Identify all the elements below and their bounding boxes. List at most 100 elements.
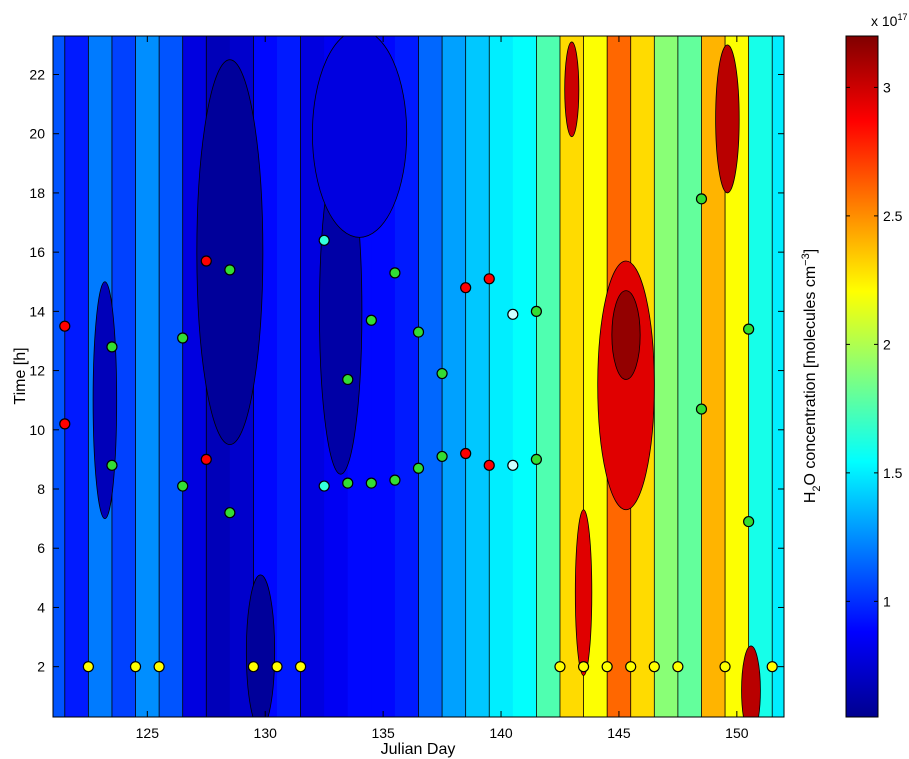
data-point [743, 323, 755, 335]
data-point [530, 453, 543, 466]
data-point [507, 308, 519, 320]
y-tick-label: 20 [29, 126, 45, 142]
contour-band [53, 36, 66, 717]
data-point [82, 661, 94, 673]
contour-band [677, 36, 703, 717]
data-point [389, 474, 401, 486]
data-point [200, 255, 212, 267]
data-point [224, 264, 236, 276]
data-point [719, 661, 731, 673]
contour-region [574, 509, 593, 676]
x-tick-label: 150 [725, 725, 749, 741]
x-tick-label: 140 [489, 725, 513, 741]
data-point [695, 403, 708, 415]
data-point [224, 507, 236, 519]
contour-region [597, 260, 655, 511]
colorbar-label: H2O concentration [molecules cm−3] [800, 249, 823, 503]
contour-region [741, 645, 761, 717]
y-tick-label: 14 [29, 303, 45, 319]
contour-band [748, 36, 773, 717]
data-point [507, 459, 519, 471]
contour-band [536, 36, 561, 717]
contour-region [715, 44, 740, 194]
contour-region [245, 574, 276, 717]
y-tick-label: 16 [29, 244, 45, 260]
data-point [601, 661, 613, 673]
data-point [460, 282, 472, 294]
data-point [766, 661, 778, 673]
data-point [318, 480, 330, 492]
contour-band [277, 36, 302, 717]
colorbar-tick-label: 1 [883, 593, 891, 609]
contour-region [92, 281, 118, 520]
y-tick-label: 10 [29, 422, 45, 438]
contour-band [465, 36, 490, 717]
data-point [365, 314, 377, 326]
x-axis: 125 130 135 140 145 150 [136, 36, 749, 741]
data-point [436, 367, 448, 380]
y-tick-label: 12 [29, 363, 45, 379]
data-point [577, 661, 590, 673]
data-point [412, 462, 425, 474]
plot-area [52, 35, 785, 718]
y-axis-label: Time [h] [12, 347, 29, 404]
y-tick-label: 22 [29, 66, 45, 82]
y-axis: 2 4 6 8 10 12 14 16 18 20 22 [29, 66, 784, 675]
data-point [294, 661, 307, 673]
colorbar-exponent: x 1017 [871, 12, 907, 29]
contour-band [512, 36, 538, 717]
y-tick-label: 6 [37, 540, 45, 556]
colorbar-gradient [845, 35, 879, 718]
data-point [436, 450, 448, 463]
contour-band [64, 36, 89, 717]
data-point [200, 453, 212, 466]
data-point [153, 661, 165, 673]
x-tick-label: 125 [136, 725, 160, 741]
contour-band [654, 36, 679, 717]
data-point [743, 515, 755, 528]
colorbar-tick-label: 1.5 [883, 465, 903, 481]
contour-band [772, 36, 784, 717]
data-point [106, 459, 118, 471]
contour-band [159, 36, 184, 717]
plot-frame [52, 35, 785, 718]
data-point [59, 320, 71, 332]
data-point [483, 459, 495, 471]
data-point [695, 193, 708, 205]
x-axis-label: Julian Day [381, 741, 456, 758]
contour-band [135, 36, 160, 717]
contour-region [564, 41, 580, 138]
x-tick-label: 145 [607, 725, 631, 741]
data-point [129, 661, 142, 673]
data-point [483, 273, 495, 285]
data-point [271, 661, 283, 673]
contour-region [611, 290, 641, 380]
data-point [342, 373, 354, 386]
y-tick-label: 18 [29, 185, 45, 201]
y-tick-label: 2 [37, 659, 45, 675]
colorbar-ticks: 1 1.5 2 2.5 3 [846, 79, 903, 609]
colorbar-tick-label: 2 [883, 336, 891, 352]
data-point [648, 661, 660, 673]
contour-blobs [92, 36, 761, 717]
contour-band [489, 36, 514, 717]
colorbar-tick-label: 3 [883, 79, 891, 95]
data-point [389, 267, 401, 279]
contour-region [196, 59, 264, 446]
x-tick-label: 135 [371, 725, 395, 741]
data-point [554, 661, 566, 673]
data-point [247, 661, 260, 673]
contour-field [53, 36, 784, 717]
x-tick-label: 130 [254, 725, 278, 741]
data-point [460, 447, 472, 460]
data-point [59, 418, 71, 430]
data-point [625, 661, 637, 673]
y-tick-label: 8 [37, 481, 45, 497]
data-point [342, 477, 354, 489]
data-point [365, 477, 377, 489]
station-points [59, 193, 778, 673]
data-point [106, 341, 118, 353]
data-point [672, 661, 684, 673]
colorbar: 1 1.5 2 2.5 3 x 1017 H2O concentration [mole… [800, 12, 907, 718]
